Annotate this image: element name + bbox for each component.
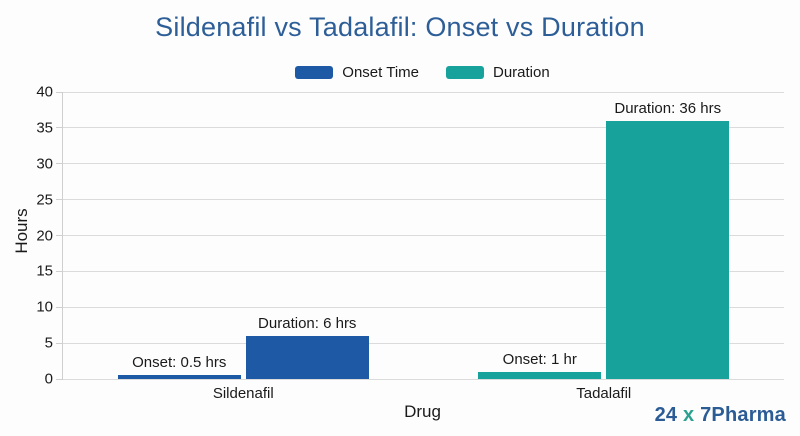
y-tick-mark [56, 235, 63, 236]
y-tick-mark [56, 199, 63, 201]
y-tick-mark [56, 306, 63, 308]
brand-text-24: 24 [654, 404, 678, 426]
gridline [63, 306, 784, 308]
gridline [63, 163, 784, 165]
gridline [63, 270, 784, 272]
plot-area: 0 5 10 15 20 25 30 35 40 Onset: 0.5 hrs Duration: … [36, 84, 784, 402]
y-tick-mark [56, 91, 63, 93]
gridline [63, 235, 784, 236]
x-tick-label: Sildenafil [212, 385, 274, 402]
gridline [63, 342, 784, 344]
x-tick-label: Tadalafil [576, 385, 632, 402]
y-tick-mark [56, 378, 63, 380]
y-tick-label: 35 [36, 119, 53, 137]
legend-entry: Onset Time [295, 64, 419, 81]
chart-title: Sildenafil vs Tadalafil: Onset vs Durati… [155, 12, 645, 42]
y-tick-label: 0 [44, 370, 53, 388]
y-tick-label: 10 [36, 298, 53, 316]
y-tick-label: 25 [36, 191, 53, 209]
gridline [63, 378, 784, 380]
y-tick-label: 15 [36, 262, 53, 280]
legend-swatch [295, 65, 334, 79]
brand-text-x: x [683, 404, 695, 426]
annotation-sildenafil-duration: Duration: 6 hrs [258, 314, 357, 332]
bar-tadalafil-onset-time [478, 371, 602, 379]
bar-sildenafil-onset-time [117, 375, 241, 379]
annotation-tadalafil-onset-time: Onset: 1 hr [502, 350, 577, 368]
y-tick-label: 5 [44, 334, 53, 352]
bar-sildenafil-duration [245, 335, 369, 379]
x-axis-title: Drug [404, 402, 441, 421]
legend: Onset Time Duration [62, 61, 783, 83]
legend-label: Duration [493, 63, 550, 81]
bar-tadalafil-duration [606, 120, 730, 379]
annotation-tadalafil-duration: Duration: 36 hrs [614, 99, 722, 117]
gridline [63, 199, 784, 201]
y-tick-label: 40 [36, 83, 53, 101]
y-tick-label: 30 [36, 155, 53, 173]
gridline [63, 91, 784, 93]
brand-text-7pharma: 7Pharma [700, 404, 786, 426]
legend-entry: Duration [446, 64, 550, 81]
y-tick-label: 20 [36, 227, 53, 244]
y-tick-mark [56, 163, 63, 165]
annotation-sildenafil-onset-time: Onset: 0.5 hrs [132, 354, 227, 372]
legend-label: Onset Time [342, 63, 419, 81]
legend-swatch [446, 65, 484, 79]
y-tick-mark [56, 127, 63, 129]
gridline [63, 127, 784, 129]
y-tick-mark [56, 270, 63, 272]
brand-logo: 24 x 7Pharma [655, 404, 786, 427]
y-tick-mark [56, 342, 63, 344]
